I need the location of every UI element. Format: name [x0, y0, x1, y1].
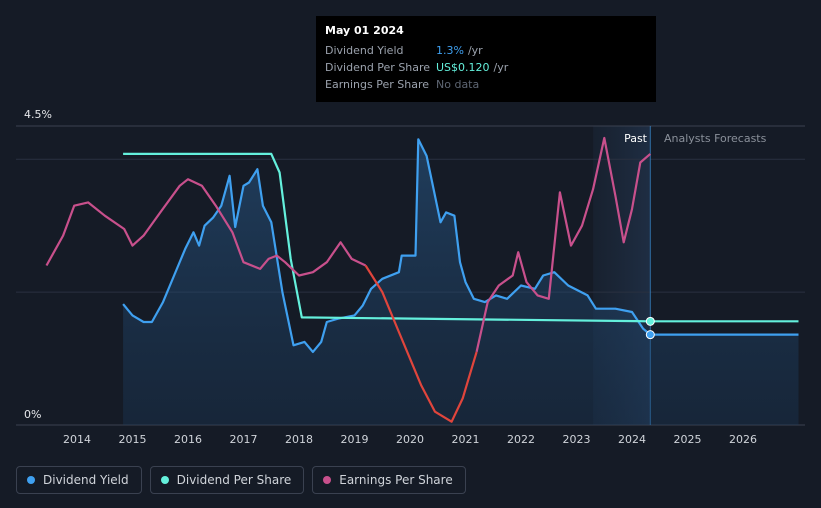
past-label: Past — [624, 132, 648, 145]
tooltip-label: Dividend Per Share — [325, 61, 431, 74]
x-tick-label: 2014 — [63, 433, 91, 446]
series-layer — [45, 136, 799, 426]
tooltip-value: US$0.120 — [436, 61, 490, 74]
dividend-per-share-marker — [645, 316, 655, 326]
legend-label: Earnings Per Share — [339, 473, 453, 487]
earnings-per-share-decline-segment — [364, 264, 478, 423]
legend-label: Dividend Yield — [43, 473, 129, 487]
x-axis: 2014 2015 2016 2017 2018 2019 2020 2021 2022 2023… — [63, 433, 757, 446]
x-tick-label: 2016 — [174, 433, 202, 446]
tooltip-label: Earnings Per Share — [325, 78, 430, 91]
legend-dot-icon — [323, 476, 332, 484]
legend-item-dividend-yield[interactable]: Dividend Yield — [16, 466, 142, 494]
legend: Dividend Yield Dividend Per Share Earnin… — [16, 466, 466, 494]
tooltip-row-dividend-per-share: Dividend Per Share US$0.120 /yr — [325, 59, 647, 76]
legend-dot-icon — [27, 476, 35, 484]
x-tick-label: 2015 — [119, 433, 147, 446]
x-tick-label: 2019 — [341, 433, 369, 446]
tooltip-value: 1.3% — [436, 44, 464, 57]
x-tick-label: 2018 — [285, 433, 313, 446]
dividend-yield-marker — [645, 330, 655, 340]
tooltip-unit: /yr — [493, 61, 509, 74]
tooltip-unit: /yr — [467, 44, 483, 57]
x-tick-label: 2023 — [563, 433, 591, 446]
tooltip-date: May 01 2024 — [325, 24, 404, 37]
x-tick-label: 2026 — [729, 433, 757, 446]
tooltip-row-dividend-yield: Dividend Yield 1.3% /yr — [325, 42, 647, 59]
legend-item-dividend-per-share[interactable]: Dividend Per Share — [149, 466, 305, 494]
x-tick-label: 2022 — [507, 433, 535, 446]
dividend-per-share-line — [123, 152, 651, 323]
legend-dot-icon — [160, 476, 169, 484]
earnings-per-share-line-recent — [475, 136, 652, 353]
tooltip-value: No data — [436, 78, 480, 91]
x-tick-label: 2024 — [618, 433, 646, 446]
tooltip-row-earnings-per-share: Earnings Per Share No data — [325, 76, 647, 93]
x-tick-label: 2021 — [452, 433, 480, 446]
x-tick-label: 2025 — [674, 433, 702, 446]
legend-item-earnings-per-share[interactable]: Earnings Per Share — [312, 466, 466, 494]
legend-label: Dividend Per Share — [176, 473, 292, 487]
y-axis-bottom-label: 0% — [24, 408, 41, 421]
earnings-per-share-line — [45, 178, 367, 277]
x-tick-label: 2017 — [230, 433, 258, 446]
y-axis-top-label: 4.5% — [24, 108, 52, 121]
dividend-yield-area — [123, 139, 799, 426]
forecast-label: Analysts Forecasts — [664, 132, 767, 145]
x-tick-label: 2020 — [396, 433, 424, 446]
tooltip-panel: May 01 2024 Dividend Yield 1.3% /yr Divi… — [316, 16, 656, 102]
tooltip-label: Dividend Yield — [325, 44, 404, 57]
